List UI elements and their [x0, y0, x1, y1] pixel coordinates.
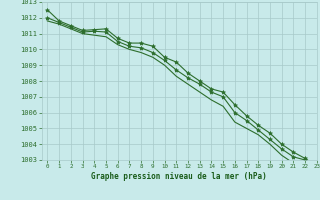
X-axis label: Graphe pression niveau de la mer (hPa): Graphe pression niveau de la mer (hPa) [91, 172, 267, 181]
